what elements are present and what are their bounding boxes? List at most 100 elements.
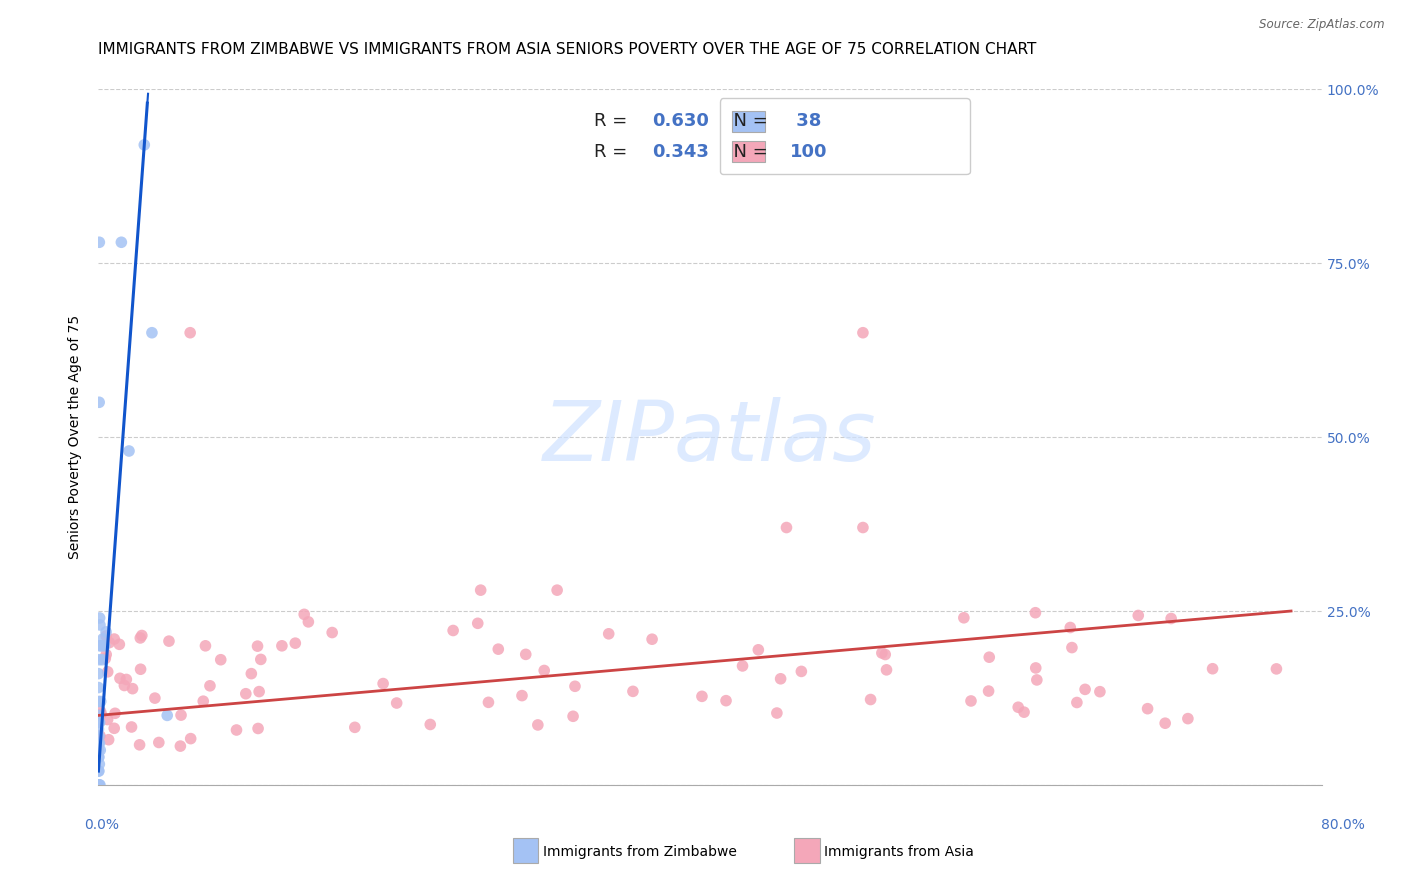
Point [790, 665, 813, 679]
Point [1154, 716, 1177, 731]
Point [859, 692, 882, 706]
Point [87, 708, 110, 723]
Point [198, 679, 221, 693]
Point [89, 757, 111, 772]
Point [527, 718, 550, 732]
Point [193, 694, 215, 708]
Point [1265, 662, 1288, 676]
Text: Source: ZipAtlas.com: Source: ZipAtlas.com [1260, 19, 1385, 31]
Text: Immigrants from Asia: Immigrants from Asia [824, 845, 974, 859]
Point [87, 750, 110, 764]
Point [562, 709, 585, 723]
Point [87, 778, 110, 792]
Point [486, 642, 509, 657]
Text: 0.0%: 0.0% [84, 818, 118, 832]
Point [87, 681, 110, 695]
Point [247, 684, 270, 698]
Point [953, 611, 976, 625]
Point [247, 722, 270, 736]
Text: N =: N = [723, 143, 773, 161]
Point [876, 663, 898, 677]
Point [131, 628, 153, 642]
Point [91, 653, 114, 667]
Point [89, 653, 111, 667]
Point [89, 235, 111, 250]
Point [157, 634, 180, 648]
Point [249, 652, 271, 666]
Point [128, 738, 150, 752]
Text: R =: R = [593, 143, 633, 161]
Point [1160, 611, 1182, 625]
Point [94, 624, 117, 639]
Text: 0.630: 0.630 [652, 112, 710, 129]
Point [121, 720, 143, 734]
Point [143, 691, 166, 706]
Point [129, 662, 152, 676]
Point [1128, 608, 1150, 623]
Point [169, 739, 191, 753]
Text: 38: 38 [790, 112, 821, 129]
Point [108, 671, 131, 685]
Text: 100: 100 [790, 143, 827, 161]
Point [108, 637, 131, 651]
Text: N =: N = [723, 112, 773, 129]
Point [87, 729, 110, 743]
Bar [794, 838, 820, 863]
Point [134, 137, 156, 152]
Point [731, 659, 754, 673]
Point [112, 679, 135, 693]
Point [297, 615, 319, 629]
Point [598, 627, 620, 641]
Point [690, 690, 713, 704]
Point [194, 639, 217, 653]
Point [103, 721, 125, 735]
Point [148, 735, 170, 749]
Point [90, 707, 112, 722]
Point [1136, 701, 1159, 715]
Point [156, 708, 179, 723]
Point [467, 616, 489, 631]
Point [180, 731, 202, 746]
Point [246, 639, 269, 653]
Point [91, 632, 114, 646]
Point [89, 618, 111, 632]
Point [89, 778, 111, 792]
Point [343, 720, 366, 734]
Bar [513, 838, 538, 863]
Point [1012, 705, 1035, 719]
Point [98, 635, 121, 649]
Point [179, 326, 201, 340]
Text: 80.0%: 80.0% [1320, 818, 1365, 832]
Point [1074, 682, 1097, 697]
Point [477, 695, 499, 709]
Point [89, 736, 111, 750]
Point [96, 648, 118, 662]
Point [129, 631, 152, 645]
Text: Immigrants from Zimbabwe: Immigrants from Zimbabwe [543, 845, 737, 859]
Point [89, 715, 111, 730]
Point [89, 611, 111, 625]
Point [225, 723, 247, 737]
Point [870, 646, 893, 660]
Point [284, 636, 307, 650]
Point [960, 694, 983, 708]
Point [87, 736, 110, 750]
Point [87, 694, 110, 708]
Point [115, 673, 138, 687]
Point [641, 632, 664, 647]
Point [564, 679, 586, 693]
Text: IMMIGRANTS FROM ZIMBABWE VS IMMIGRANTS FROM ASIA SENIORS POVERTY OVER THE AGE OF: IMMIGRANTS FROM ZIMBABWE VS IMMIGRANTS F… [98, 42, 1036, 56]
Point [121, 681, 143, 696]
Point [470, 583, 492, 598]
Point [97, 665, 120, 679]
Point [170, 708, 193, 723]
Point [141, 326, 163, 340]
Point [621, 684, 644, 698]
Point [533, 664, 555, 678]
Point [775, 520, 797, 534]
Point [87, 778, 110, 792]
Point [94, 651, 117, 665]
Text: 0.343: 0.343 [652, 143, 710, 161]
Point [89, 743, 111, 757]
Point [235, 687, 257, 701]
